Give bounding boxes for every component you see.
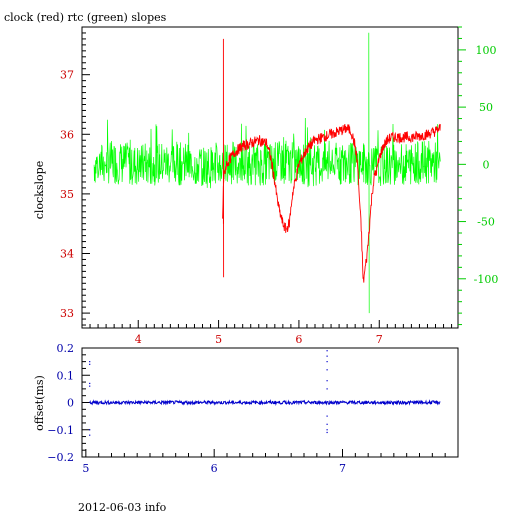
offset-point — [326, 350, 328, 352]
series-clock-line — [222, 38, 441, 283]
y2-tick-label: 50 — [479, 101, 493, 114]
footer-text: 2012-06-03 info — [78, 501, 167, 512]
y2-tick-label: 100 — [476, 44, 497, 57]
offset-y-tick-label: −0.2 — [47, 451, 74, 464]
offset-point — [89, 382, 91, 385]
y-tick-label: 37 — [60, 69, 74, 82]
offset-point — [326, 415, 328, 417]
offset-x-tick-label: 5 — [82, 462, 89, 475]
offset-point — [326, 388, 328, 390]
x-tick-label: 6 — [295, 333, 302, 346]
offset-point — [89, 361, 91, 363]
y-axis-label: clockslope — [33, 161, 46, 219]
y2-tick-label: -100 — [474, 273, 499, 286]
offset-x-tick-label: 6 — [211, 462, 218, 475]
x-tick-label: 4 — [135, 333, 142, 346]
chart-title: clock (red) rtc (green) slopes — [4, 11, 167, 24]
offset-point — [326, 355, 328, 357]
offset-y-axis-label: offset(ms) — [33, 375, 46, 431]
offset-point — [326, 431, 328, 434]
offset-y-tick-label: 0 — [67, 397, 74, 410]
offset-point — [89, 385, 91, 387]
offset-point — [89, 363, 91, 365]
offset-point — [326, 423, 328, 425]
offset-series-line — [89, 399, 441, 407]
offset-y-tick-label: 0.1 — [57, 369, 75, 382]
y-tick-label: 35 — [60, 188, 74, 201]
x-tick-label: 7 — [376, 333, 383, 346]
series-rtc-line — [93, 32, 441, 314]
offset-point — [326, 369, 328, 371]
y-tick-label: 33 — [60, 307, 74, 320]
offset-point — [89, 429, 91, 431]
y-tick-label: 34 — [60, 247, 74, 260]
plot-frame — [81, 26, 459, 329]
y-tick-label: 36 — [60, 128, 74, 141]
slopes-plot: 4 5 6 7 33 34 35 36 37 -100 -50 0 50 100 — [60, 26, 499, 346]
y2-tick-label: 0 — [483, 158, 490, 171]
offset-x-tick-label: 7 — [339, 462, 346, 475]
offset-plot: 5 6 7 0.2 0.1 0 −0.1 −0.2 — [47, 342, 459, 475]
offset-point — [326, 361, 328, 363]
offset-y-tick-label: 0.2 — [57, 342, 75, 355]
offset-point — [326, 429, 328, 431]
offset-point — [326, 380, 328, 382]
y2-tick-label: -50 — [477, 216, 495, 229]
offset-y-tick-label: −0.1 — [47, 424, 74, 437]
x-tick-label: 5 — [215, 333, 222, 346]
offset-point — [89, 434, 91, 436]
